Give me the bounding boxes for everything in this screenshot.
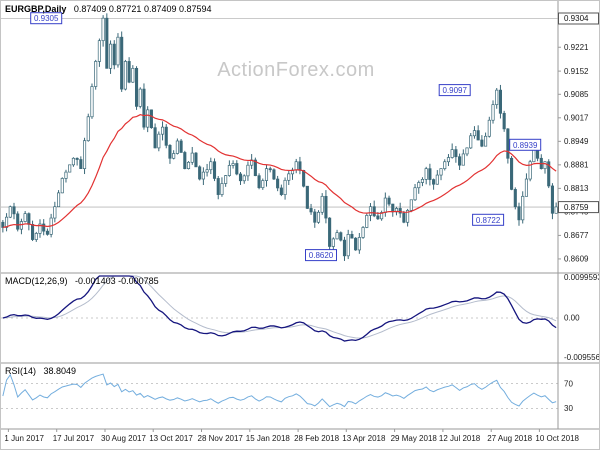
svg-text:1 Jun 2017: 1 Jun 2017 xyxy=(4,434,44,443)
rsi-title: RSI(14) xyxy=(5,366,37,376)
svg-text:0.9085: 0.9085 xyxy=(564,90,589,99)
svg-text:0.8677: 0.8677 xyxy=(564,231,589,240)
date-axis: 1 Jun 2017 17 Jul 2017 30 Aug 2017 13 Oct 2… xyxy=(4,429,580,443)
svg-text:-0.0095562: -0.0095562 xyxy=(564,353,600,362)
ma-line xyxy=(2,114,557,229)
svg-text:0.8722: 0.8722 xyxy=(476,216,501,225)
rsi-value: 38.8049 xyxy=(43,366,77,376)
svg-text:10 Oct 2018: 10 Oct 2018 xyxy=(535,434,579,443)
svg-text:13 Apr 2018: 13 Apr 2018 xyxy=(342,434,386,443)
rsi-axis: 70 30 xyxy=(564,379,573,413)
watermark: ActionForex.com xyxy=(217,59,375,81)
svg-text:0.9305: 0.9305 xyxy=(34,14,59,23)
svg-text:70: 70 xyxy=(564,379,573,388)
svg-text:29 May 2018: 29 May 2018 xyxy=(391,434,438,443)
price-annotations: 0.9305 0.8620 0.9097 0.8722 0.8939 xyxy=(30,12,542,262)
macd-title: MACD(12,26,9) xyxy=(5,276,68,286)
candles-layer xyxy=(1,13,558,261)
svg-text:30: 30 xyxy=(564,404,573,413)
svg-text:15 Jan 2018: 15 Jan 2018 xyxy=(246,434,291,443)
svg-text:0.8813: 0.8813 xyxy=(564,184,589,193)
svg-text:0.8759: 0.8759 xyxy=(564,203,589,212)
svg-text:13 Oct 2017: 13 Oct 2017 xyxy=(149,434,193,443)
svg-text:30 Aug 2017: 30 Aug 2017 xyxy=(101,434,146,443)
svg-text:0.8620: 0.8620 xyxy=(309,251,334,260)
macd-label: MACD(12,26,9) -0.001403 -0.000785 xyxy=(5,276,164,286)
svg-text:0.8949: 0.8949 xyxy=(564,137,589,146)
rsi-label: RSI(14) 38.8049 xyxy=(5,366,81,376)
symbol-timeframe-label: EURGBP,Daily xyxy=(5,4,67,14)
macd-axis: 0.0099593 0.00 -0.0095562 xyxy=(564,273,600,362)
svg-text:0.00: 0.00 xyxy=(564,314,580,323)
svg-text:0.9152: 0.9152 xyxy=(564,67,589,76)
svg-text:0.9221: 0.9221 xyxy=(564,43,589,52)
svg-text:0.8881: 0.8881 xyxy=(564,161,589,170)
price-axis: 0.9221 0.9152 0.9085 0.9017 0.8949 0.8881 0.88… xyxy=(558,12,599,264)
rsi-line xyxy=(2,373,557,408)
ohlc-values: 0.87409 0.87721 0.87409 0.87594 xyxy=(73,4,212,14)
svg-text:12 Jul 2018: 12 Jul 2018 xyxy=(439,434,481,443)
chart-title: EURGBP,Daily 0.87409 0.87721 0.87409 0.8… xyxy=(5,4,212,14)
macd-values: -0.001403 -0.000785 xyxy=(75,276,159,286)
macd-main-line xyxy=(2,275,557,342)
svg-text:17 Jul 2017: 17 Jul 2017 xyxy=(53,434,95,443)
svg-text:0.9097: 0.9097 xyxy=(442,86,467,95)
svg-text:0.0099593: 0.0099593 xyxy=(564,273,600,282)
svg-text:0.9017: 0.9017 xyxy=(564,114,589,123)
svg-text:0.8939: 0.8939 xyxy=(513,141,538,150)
svg-text:27 Aug 2018: 27 Aug 2018 xyxy=(487,434,532,443)
svg-text:0.9304: 0.9304 xyxy=(564,14,589,23)
svg-text:28 Feb 2018: 28 Feb 2018 xyxy=(294,434,339,443)
svg-text:28 Nov 2017: 28 Nov 2017 xyxy=(198,434,244,443)
svg-text:0.8609: 0.8609 xyxy=(564,255,589,264)
